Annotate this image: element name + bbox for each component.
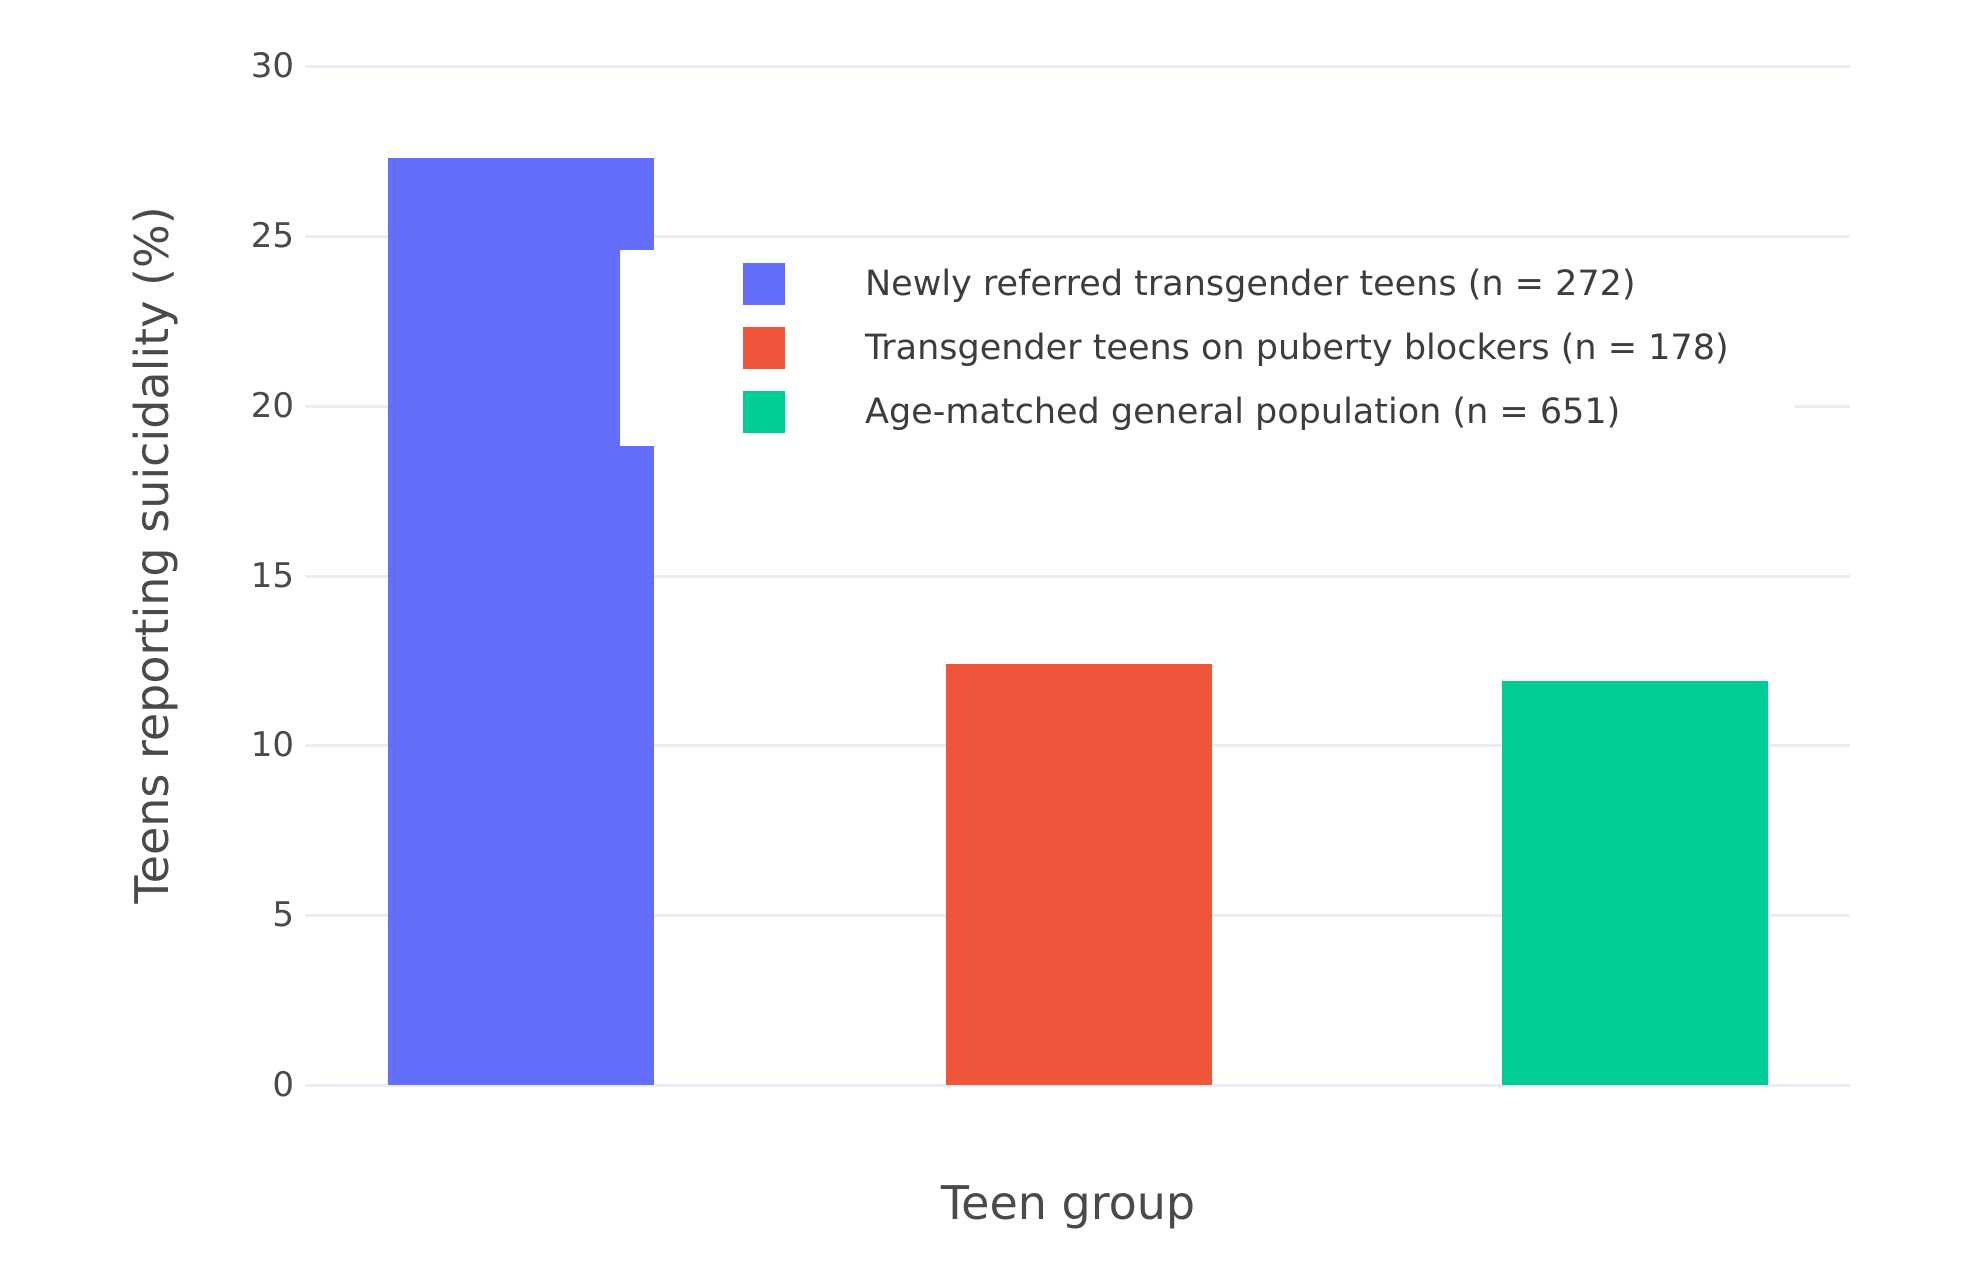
legend-swatch-icon <box>743 263 785 305</box>
gridline <box>305 1084 1850 1087</box>
gridline <box>305 65 1850 68</box>
y-tick-label: 30 <box>250 46 294 86</box>
y-tick-label: 10 <box>250 725 294 766</box>
legend-swatch-icon <box>743 391 785 433</box>
legend-label: Newly referred transgender teens (n = 27… <box>865 264 1636 304</box>
legend: Newly referred transgender teens (n = 27… <box>620 250 1795 446</box>
gridline <box>305 234 1850 238</box>
y-tick-label: 25 <box>250 215 294 256</box>
y-axis-title: Teens reporting suicidality (%) <box>125 206 179 904</box>
y-tick-label: 5 <box>272 895 294 936</box>
bar <box>388 157 654 1085</box>
bar <box>1502 680 1768 1085</box>
legend-label: Age-matched general population (n = 651) <box>865 392 1621 432</box>
bar <box>946 663 1212 1085</box>
legend-item[interactable]: Age-matched general population (n = 651) <box>743 380 1795 444</box>
legend-label: Transgender teens on puberty blockers (n… <box>865 328 1729 368</box>
legend-item[interactable]: Newly referred transgender teens (n = 27… <box>743 252 1795 316</box>
legend-item[interactable]: Transgender teens on puberty blockers (n… <box>743 316 1795 380</box>
gridline <box>305 574 1850 578</box>
legend-swatch-icon <box>743 327 785 369</box>
y-tick-label: 0 <box>272 1065 294 1105</box>
y-tick-label: 20 <box>250 385 294 426</box>
y-tick-label: 15 <box>250 555 294 596</box>
x-axis-title: Teen group <box>940 1176 1196 1230</box>
